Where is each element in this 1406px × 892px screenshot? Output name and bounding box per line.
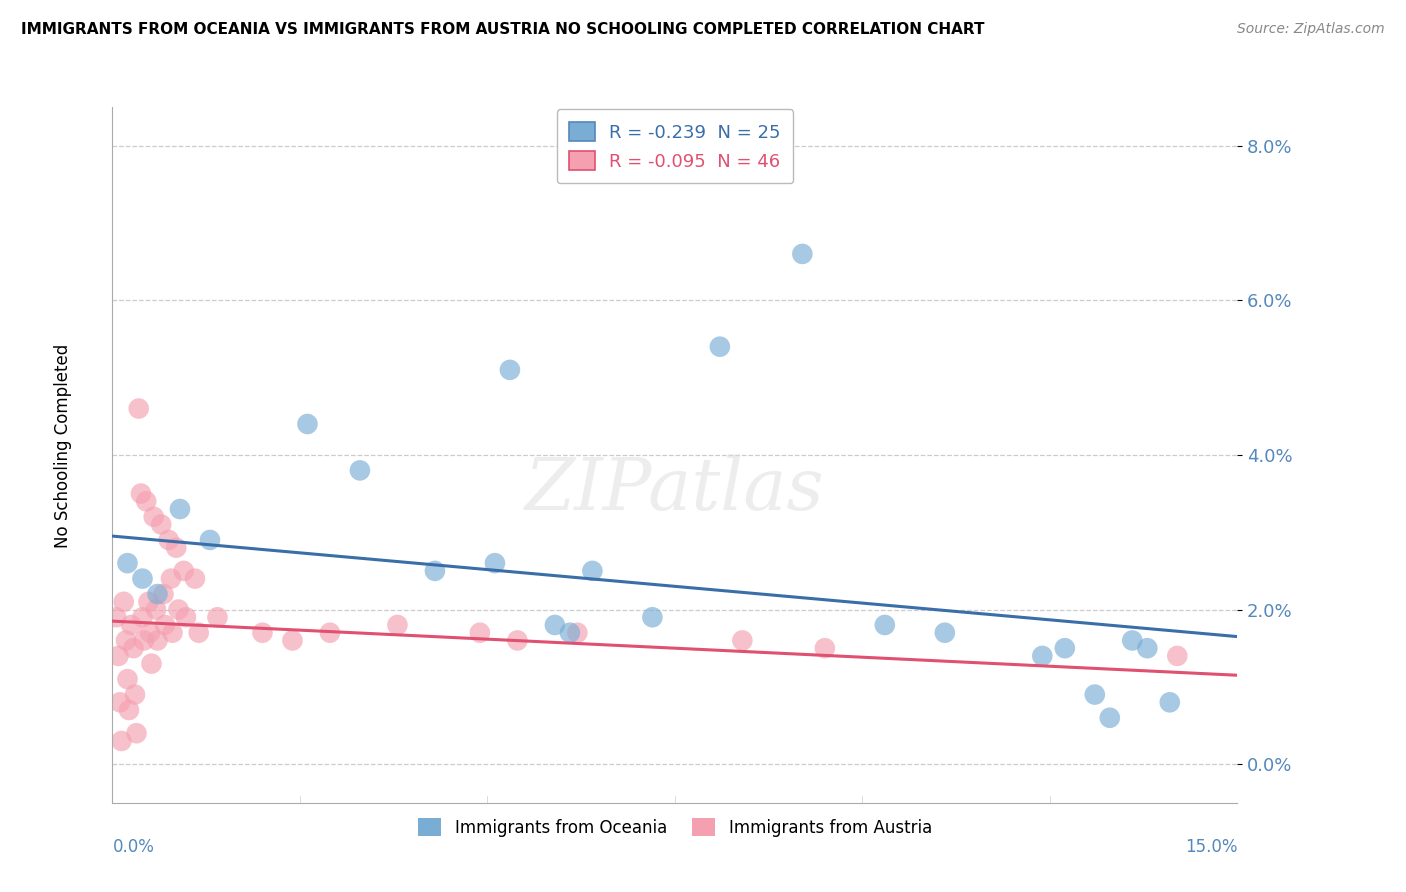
Point [150, 517, 173, 532]
Point [131, 572, 153, 586]
Point [135, 494, 157, 508]
Point [128, 401, 150, 416]
Point [108, 695, 131, 709]
Point [152, 587, 174, 601]
Point [173, 564, 195, 578]
Point [131, 610, 153, 624]
Point [1166, 648, 1188, 663]
Text: ZIPatlas: ZIPatlas [524, 454, 825, 525]
Point [387, 618, 409, 632]
Point [120, 618, 142, 632]
Point [138, 595, 160, 609]
Point [1053, 641, 1076, 656]
Point [184, 572, 207, 586]
Point [506, 633, 529, 648]
Point [1098, 711, 1121, 725]
Point [297, 417, 319, 431]
Point [709, 340, 731, 354]
Point [252, 625, 274, 640]
Point [174, 610, 197, 624]
Point [122, 641, 145, 656]
Point [1084, 688, 1107, 702]
Point [1121, 633, 1143, 648]
Text: 0.0%: 0.0% [112, 838, 155, 855]
Point [468, 625, 491, 640]
Point [157, 533, 180, 547]
Point [349, 463, 371, 477]
Legend: Immigrants from Oceania, Immigrants from Austria: Immigrants from Oceania, Immigrants from… [408, 808, 942, 847]
Point [499, 363, 522, 377]
Point [544, 618, 567, 632]
Point [139, 625, 162, 640]
Point [118, 703, 141, 717]
Point [934, 625, 956, 640]
Point [162, 625, 184, 640]
Point [484, 556, 506, 570]
Point [124, 688, 146, 702]
Text: No Schooling Completed: No Schooling Completed [55, 344, 72, 548]
Point [1136, 641, 1159, 656]
Text: 15.0%: 15.0% [1185, 838, 1237, 855]
Point [641, 610, 664, 624]
Point [129, 486, 152, 500]
Point [567, 625, 589, 640]
Point [558, 625, 581, 640]
Point [107, 648, 129, 663]
Point [160, 572, 183, 586]
Point [319, 625, 342, 640]
Text: Source: ZipAtlas.com: Source: ZipAtlas.com [1237, 22, 1385, 37]
Point [187, 625, 209, 640]
Point [141, 657, 163, 671]
Point [110, 734, 132, 748]
Point [814, 641, 837, 656]
Point [153, 618, 176, 632]
Point [146, 633, 169, 648]
Point [117, 672, 139, 686]
Point [198, 533, 221, 547]
Point [115, 633, 138, 648]
Point [1031, 648, 1053, 663]
Point [167, 602, 190, 616]
Point [169, 502, 191, 516]
Point [792, 247, 814, 261]
Point [145, 602, 167, 616]
Point [1159, 695, 1181, 709]
Point [112, 595, 135, 609]
Text: IMMIGRANTS FROM OCEANIA VS IMMIGRANTS FROM AUSTRIA NO SCHOOLING COMPLETED CORREL: IMMIGRANTS FROM OCEANIA VS IMMIGRANTS FR… [21, 22, 984, 37]
Point [146, 587, 169, 601]
Point [117, 556, 139, 570]
Point [165, 541, 187, 555]
Point [581, 564, 603, 578]
Point [873, 618, 896, 632]
Point [125, 726, 148, 740]
Point [105, 610, 128, 624]
Point [207, 610, 229, 624]
Point [423, 564, 446, 578]
Point [132, 633, 155, 648]
Point [142, 509, 165, 524]
Point [281, 633, 304, 648]
Point [731, 633, 754, 648]
